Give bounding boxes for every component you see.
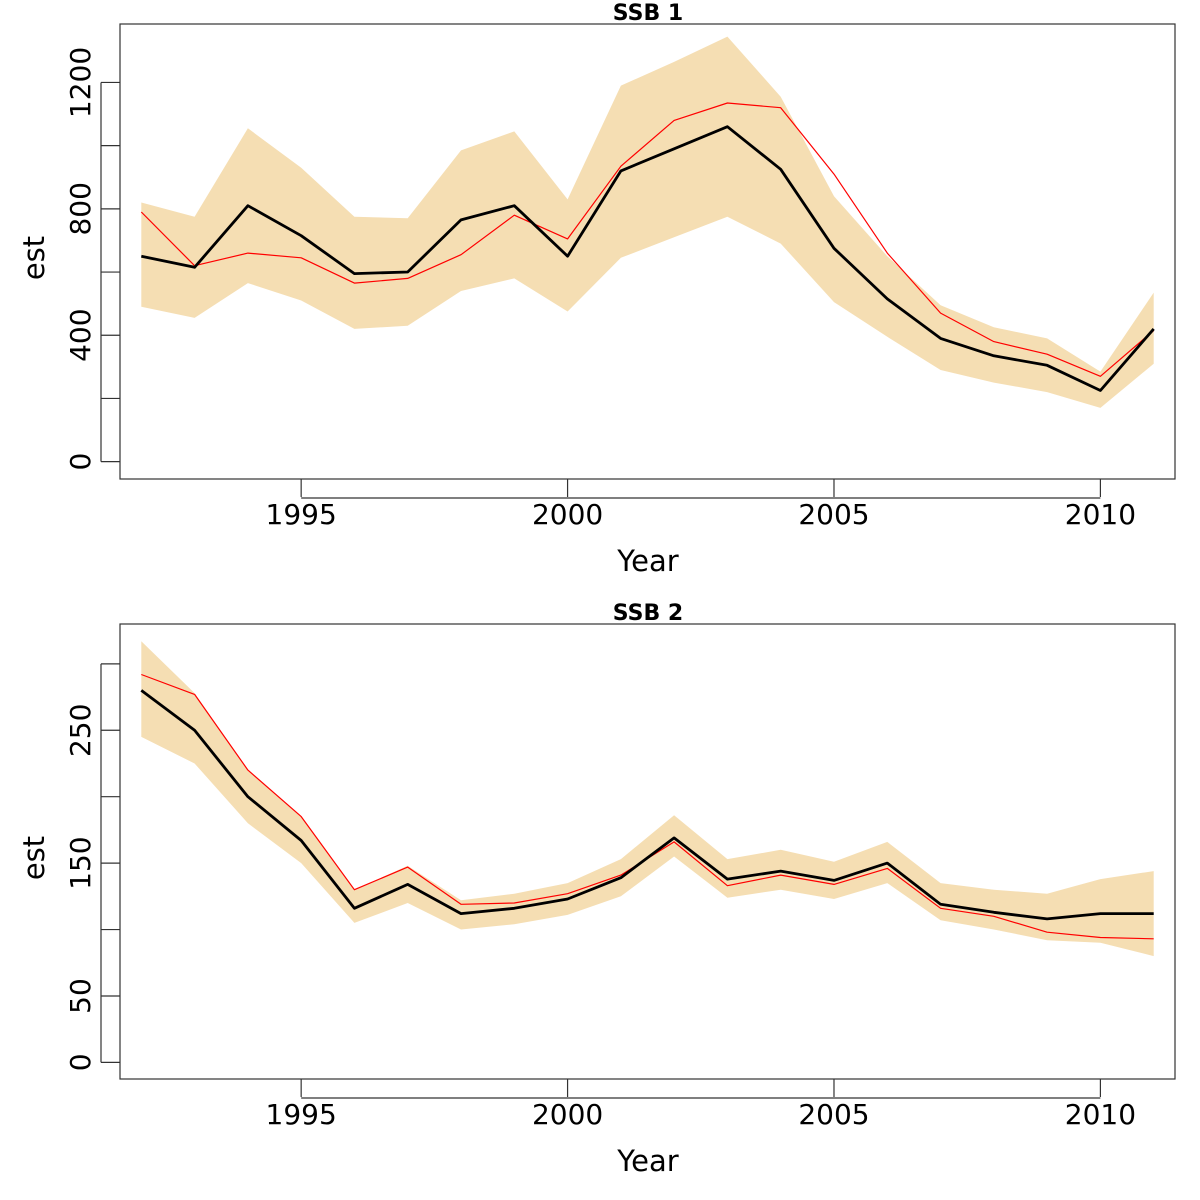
ssb1-panel: SSB 1 Year est 1995 2000 2005 2010 0 400 800 12… (17, 1, 1176, 578)
ssb2-x-tick-label: 2010 (1065, 1098, 1136, 1131)
ssb2-ylabel: est (17, 836, 51, 880)
ssb1-x-tick-label: 2000 (532, 498, 603, 531)
ssb1-y-tick-label: 0 (64, 453, 97, 471)
ssb1-y-tick-label: 400 (64, 308, 97, 361)
ssb2-y-tick-label: 0 (64, 1053, 97, 1071)
ssb1-x-tick-label: 2010 (1065, 498, 1136, 531)
ssb1-xlabel: Year (616, 544, 678, 578)
ssb2-x-tick-label: 1995 (266, 1098, 337, 1131)
ssb2-x-tick-label: 2005 (798, 1098, 869, 1131)
ssb1-reference-line (140, 102, 1155, 377)
ssb1-plot-frame (119, 23, 1176, 480)
ssb1-ylabel: est (17, 236, 51, 280)
ssb2-y-tick-label: 150 (64, 836, 97, 889)
ssb2-title: SSB 2 (613, 601, 683, 626)
ssb2-confidence-band (141, 641, 1154, 957)
ssb1-y-tick-label: 1200 (64, 47, 97, 118)
ssb2-est-line (140, 689, 1154, 921)
ssb2-xlabel: Year (616, 1144, 678, 1178)
ssb2-plot-frame (119, 623, 1176, 1080)
ssb1-y-tick-label: 800 (64, 182, 97, 235)
ssb1-title: SSB 1 (613, 1, 683, 26)
ssb2-x-tick-label: 2000 (532, 1098, 603, 1131)
ssb1-est-line (141, 125, 1155, 392)
ssb1-confidence-band (141, 36, 1154, 408)
ssb2-y-tick-label: 250 (64, 704, 97, 757)
ssb1-x-tick-label: 2005 (798, 498, 869, 531)
ssb1-x-tick-label: 1995 (266, 498, 337, 531)
ssb2-y-tick-label: 50 (64, 978, 97, 1014)
ssb2-panel: SSB 2 Year est 1995 2000 2005 2010 0 50 150 250 (17, 601, 1176, 1178)
